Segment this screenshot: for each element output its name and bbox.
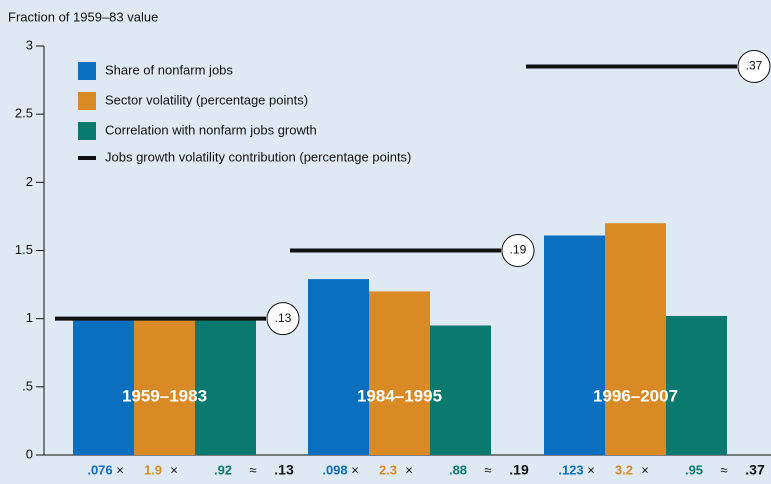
formula-value: .13	[274, 462, 294, 478]
formula-value: .123	[558, 462, 583, 477]
legend-swatch	[78, 92, 96, 110]
category-label: 1984–1995	[357, 386, 442, 405]
y-tick-label: .5	[22, 378, 33, 393]
formula-value: 2.3	[379, 462, 397, 477]
formula-value: .88	[449, 462, 467, 477]
y-tick-label: 2.5	[15, 106, 33, 121]
formula-value: .076	[87, 462, 112, 477]
annotation-circle	[737, 49, 771, 83]
y-tick-label: 3	[26, 37, 33, 52]
category-label: 1959–1983	[122, 386, 207, 405]
y-tick-label: 2	[26, 174, 33, 189]
bar	[666, 315, 727, 455]
legend-label: Sector volatility (percentage points)	[105, 92, 308, 107]
bar	[73, 318, 134, 455]
formula-value: .95	[685, 462, 703, 477]
formula-operator: ×	[641, 462, 649, 477]
annotation-circle	[266, 302, 300, 336]
formula-operator: ×	[116, 462, 124, 477]
formula-operator: ≈	[249, 462, 256, 477]
formula-value: .19	[509, 462, 529, 478]
formula-operator: ×	[351, 462, 359, 477]
category-label: 1996–2007	[593, 386, 678, 405]
bar	[195, 318, 256, 455]
formula-operator: ×	[405, 462, 413, 477]
legend-label: Jobs growth volatility contribution (per…	[105, 149, 411, 164]
annotation: .19	[510, 243, 527, 257]
y-tick-label: 1	[26, 310, 33, 325]
bar	[605, 223, 666, 455]
formula-operator: ×	[587, 462, 595, 477]
annotation: .13	[275, 311, 292, 325]
y-tick-label: 0	[26, 446, 33, 461]
legend-label: Correlation with nonfarm jobs growth	[105, 122, 317, 137]
formula-operator: ≈	[484, 462, 491, 477]
legend-swatch	[78, 122, 96, 140]
y-tick-label: 1.5	[15, 242, 33, 257]
formula-value: .92	[214, 462, 232, 477]
formula-operator: ×	[170, 462, 178, 477]
annotation-circle	[501, 234, 535, 267]
y-axis-label: Fraction of 1959–83 value	[8, 9, 158, 24]
bar	[308, 279, 369, 455]
bar	[369, 291, 430, 455]
formula-value: .37	[745, 462, 765, 478]
formula-value: 3.2	[615, 462, 633, 477]
annotation: .37	[746, 59, 763, 73]
bar	[544, 235, 605, 455]
formula-operator: ≈	[720, 462, 727, 477]
legend-label: Share of nonfarm jobs	[105, 62, 233, 77]
legend-swatch	[78, 62, 96, 80]
formula-value: .098	[322, 462, 347, 477]
formula-value: 1.9	[144, 462, 162, 477]
bar	[134, 318, 195, 455]
bar	[430, 325, 491, 455]
